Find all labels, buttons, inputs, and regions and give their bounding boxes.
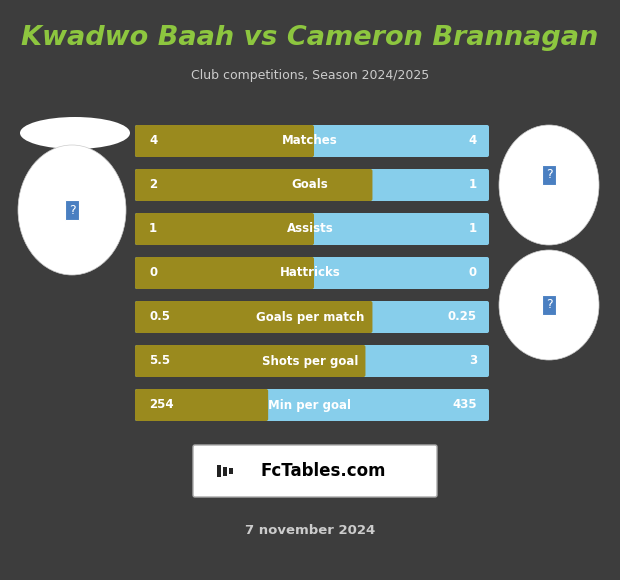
Text: 7 november 2024: 7 november 2024 [245,524,375,536]
FancyBboxPatch shape [135,345,365,377]
Text: Hattricks: Hattricks [280,266,340,280]
Text: Goals: Goals [291,179,329,191]
Text: 0: 0 [469,266,477,280]
Ellipse shape [499,250,599,360]
FancyBboxPatch shape [135,301,373,333]
FancyBboxPatch shape [217,465,221,477]
Text: Club competitions, Season 2024/2025: Club competitions, Season 2024/2025 [191,68,429,82]
FancyBboxPatch shape [135,257,314,289]
Text: Assists: Assists [286,223,334,235]
Text: 0.5: 0.5 [149,310,170,324]
Text: 2: 2 [149,179,157,191]
FancyBboxPatch shape [223,466,227,476]
Text: 1: 1 [469,179,477,191]
FancyBboxPatch shape [135,169,373,201]
Text: 3: 3 [469,354,477,368]
Text: Shots per goal: Shots per goal [262,354,358,368]
Text: Min per goal: Min per goal [268,398,352,411]
FancyBboxPatch shape [135,389,268,421]
FancyBboxPatch shape [135,301,489,333]
Text: 435: 435 [453,398,477,411]
Text: 1: 1 [149,223,157,235]
Text: 0.25: 0.25 [448,310,477,324]
FancyBboxPatch shape [135,125,314,157]
Ellipse shape [499,125,599,245]
Ellipse shape [18,145,126,275]
Text: Goals per match: Goals per match [256,310,364,324]
FancyBboxPatch shape [135,257,489,289]
FancyBboxPatch shape [135,345,489,377]
Text: ?: ? [69,204,75,216]
FancyBboxPatch shape [135,213,314,245]
Text: ?: ? [546,169,552,182]
FancyBboxPatch shape [135,125,489,157]
Text: 1: 1 [469,223,477,235]
FancyBboxPatch shape [193,445,437,497]
Text: 0: 0 [149,266,157,280]
FancyBboxPatch shape [135,169,489,201]
Text: Matches: Matches [282,135,338,147]
FancyBboxPatch shape [135,389,489,421]
Ellipse shape [20,117,130,149]
Text: Kwadwo Baah vs Cameron Brannagan: Kwadwo Baah vs Cameron Brannagan [21,25,599,51]
Text: ?: ? [546,299,552,311]
FancyBboxPatch shape [135,213,489,245]
Text: 4: 4 [469,135,477,147]
FancyBboxPatch shape [229,468,233,474]
Text: 4: 4 [149,135,157,147]
Text: 254: 254 [149,398,174,411]
Text: 5.5: 5.5 [149,354,170,368]
Text: FcTables.com: FcTables.com [260,462,386,480]
